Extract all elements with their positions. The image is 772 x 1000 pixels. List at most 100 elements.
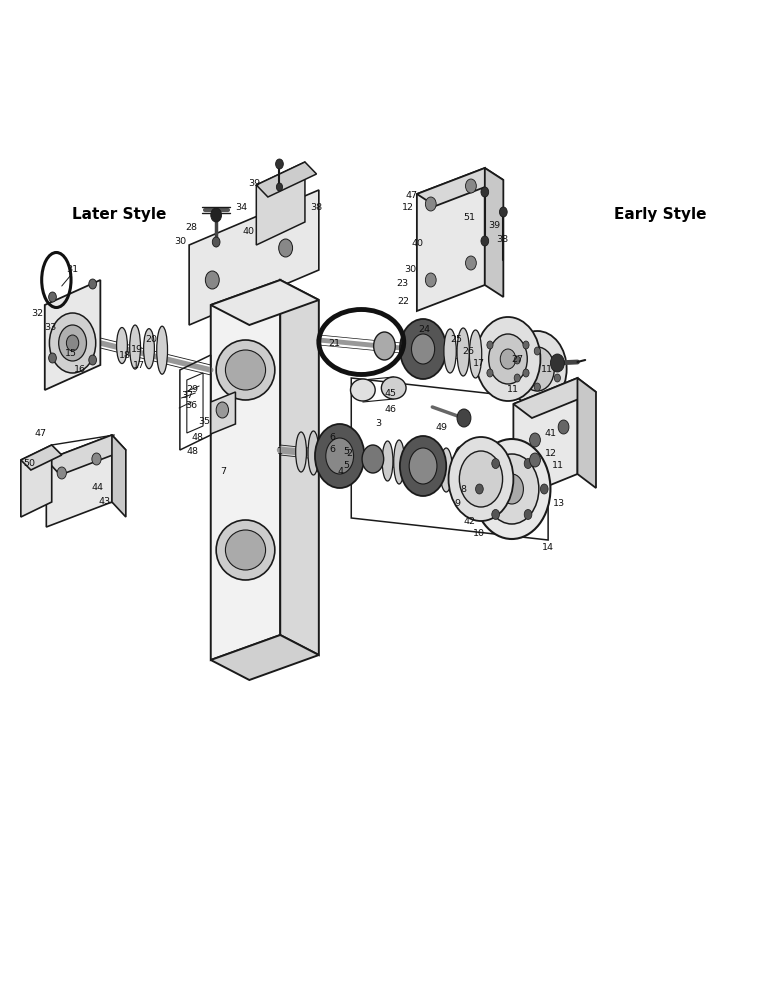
Text: 40: 40	[242, 228, 255, 236]
Circle shape	[554, 374, 560, 382]
Circle shape	[57, 467, 66, 479]
Ellipse shape	[381, 377, 406, 399]
Text: 48: 48	[186, 446, 198, 456]
Circle shape	[92, 453, 101, 465]
Ellipse shape	[225, 530, 266, 570]
Polygon shape	[21, 445, 52, 517]
Polygon shape	[189, 190, 319, 325]
Text: 12: 12	[545, 450, 557, 458]
Polygon shape	[211, 392, 235, 434]
Circle shape	[487, 341, 493, 349]
Circle shape	[216, 402, 229, 418]
Polygon shape	[45, 280, 100, 390]
Ellipse shape	[382, 441, 393, 481]
Circle shape	[476, 317, 540, 401]
Circle shape	[530, 453, 540, 467]
Circle shape	[279, 239, 293, 257]
Circle shape	[524, 509, 532, 519]
Text: 11: 11	[507, 385, 520, 394]
Text: 18: 18	[119, 352, 131, 360]
Circle shape	[449, 437, 513, 521]
Ellipse shape	[440, 448, 452, 492]
Text: 27: 27	[511, 355, 523, 363]
Text: 4: 4	[337, 468, 344, 477]
Circle shape	[212, 237, 220, 247]
Text: 39: 39	[488, 222, 500, 231]
Ellipse shape	[296, 432, 306, 472]
Polygon shape	[485, 168, 503, 297]
Text: 21: 21	[328, 340, 340, 349]
Circle shape	[66, 335, 79, 351]
Text: 23: 23	[396, 279, 408, 288]
Text: 15: 15	[65, 350, 77, 359]
Text: 16: 16	[74, 365, 86, 374]
Polygon shape	[46, 435, 112, 527]
Text: 39: 39	[249, 178, 261, 188]
Text: 25: 25	[450, 334, 462, 344]
Ellipse shape	[144, 329, 154, 369]
Text: 3: 3	[375, 418, 381, 428]
Ellipse shape	[117, 328, 127, 364]
Circle shape	[374, 332, 395, 360]
Text: 26: 26	[462, 348, 474, 357]
Text: 12: 12	[402, 202, 415, 212]
Text: 47: 47	[35, 430, 47, 438]
Text: 24: 24	[418, 326, 430, 334]
Text: 38: 38	[496, 235, 509, 244]
Circle shape	[514, 374, 520, 382]
Circle shape	[457, 409, 471, 427]
Circle shape	[524, 459, 532, 469]
Text: 41: 41	[544, 428, 557, 438]
Text: 14: 14	[542, 542, 554, 552]
Ellipse shape	[469, 330, 482, 378]
Text: 32: 32	[31, 310, 43, 318]
Circle shape	[476, 484, 483, 494]
Circle shape	[466, 179, 476, 193]
Circle shape	[425, 273, 436, 287]
Text: 10: 10	[473, 530, 486, 538]
Polygon shape	[211, 635, 319, 680]
Circle shape	[500, 474, 523, 504]
Text: 17: 17	[473, 360, 486, 368]
Circle shape	[530, 433, 540, 447]
Text: 38: 38	[310, 202, 323, 212]
Ellipse shape	[157, 326, 168, 374]
Text: 2: 2	[346, 448, 352, 458]
Circle shape	[400, 436, 446, 496]
Text: 40: 40	[411, 239, 424, 248]
Circle shape	[492, 459, 499, 469]
Polygon shape	[211, 280, 280, 660]
Text: 8: 8	[460, 485, 466, 493]
Circle shape	[59, 325, 86, 361]
Text: 7: 7	[220, 468, 226, 477]
Polygon shape	[256, 162, 317, 197]
Ellipse shape	[308, 431, 319, 475]
Ellipse shape	[453, 447, 466, 497]
Text: 11: 11	[540, 364, 553, 373]
Text: 43: 43	[98, 497, 110, 506]
Circle shape	[514, 356, 520, 364]
Ellipse shape	[216, 520, 275, 580]
Text: 49: 49	[435, 424, 448, 432]
Circle shape	[485, 454, 539, 524]
Polygon shape	[46, 435, 126, 475]
Circle shape	[481, 236, 489, 246]
Text: 47: 47	[405, 190, 418, 200]
Circle shape	[492, 509, 499, 519]
Text: 36: 36	[185, 401, 198, 410]
Circle shape	[459, 451, 503, 507]
Polygon shape	[577, 378, 596, 488]
Circle shape	[276, 183, 283, 191]
Text: 46: 46	[384, 406, 397, 414]
Text: 6: 6	[329, 446, 335, 454]
Text: 29: 29	[186, 384, 198, 393]
Circle shape	[409, 448, 437, 484]
Ellipse shape	[216, 340, 275, 400]
Polygon shape	[21, 445, 62, 470]
Polygon shape	[513, 378, 577, 500]
Circle shape	[523, 341, 529, 349]
Text: 17: 17	[133, 361, 145, 370]
Ellipse shape	[457, 328, 469, 376]
Circle shape	[49, 353, 56, 363]
Circle shape	[89, 279, 96, 289]
